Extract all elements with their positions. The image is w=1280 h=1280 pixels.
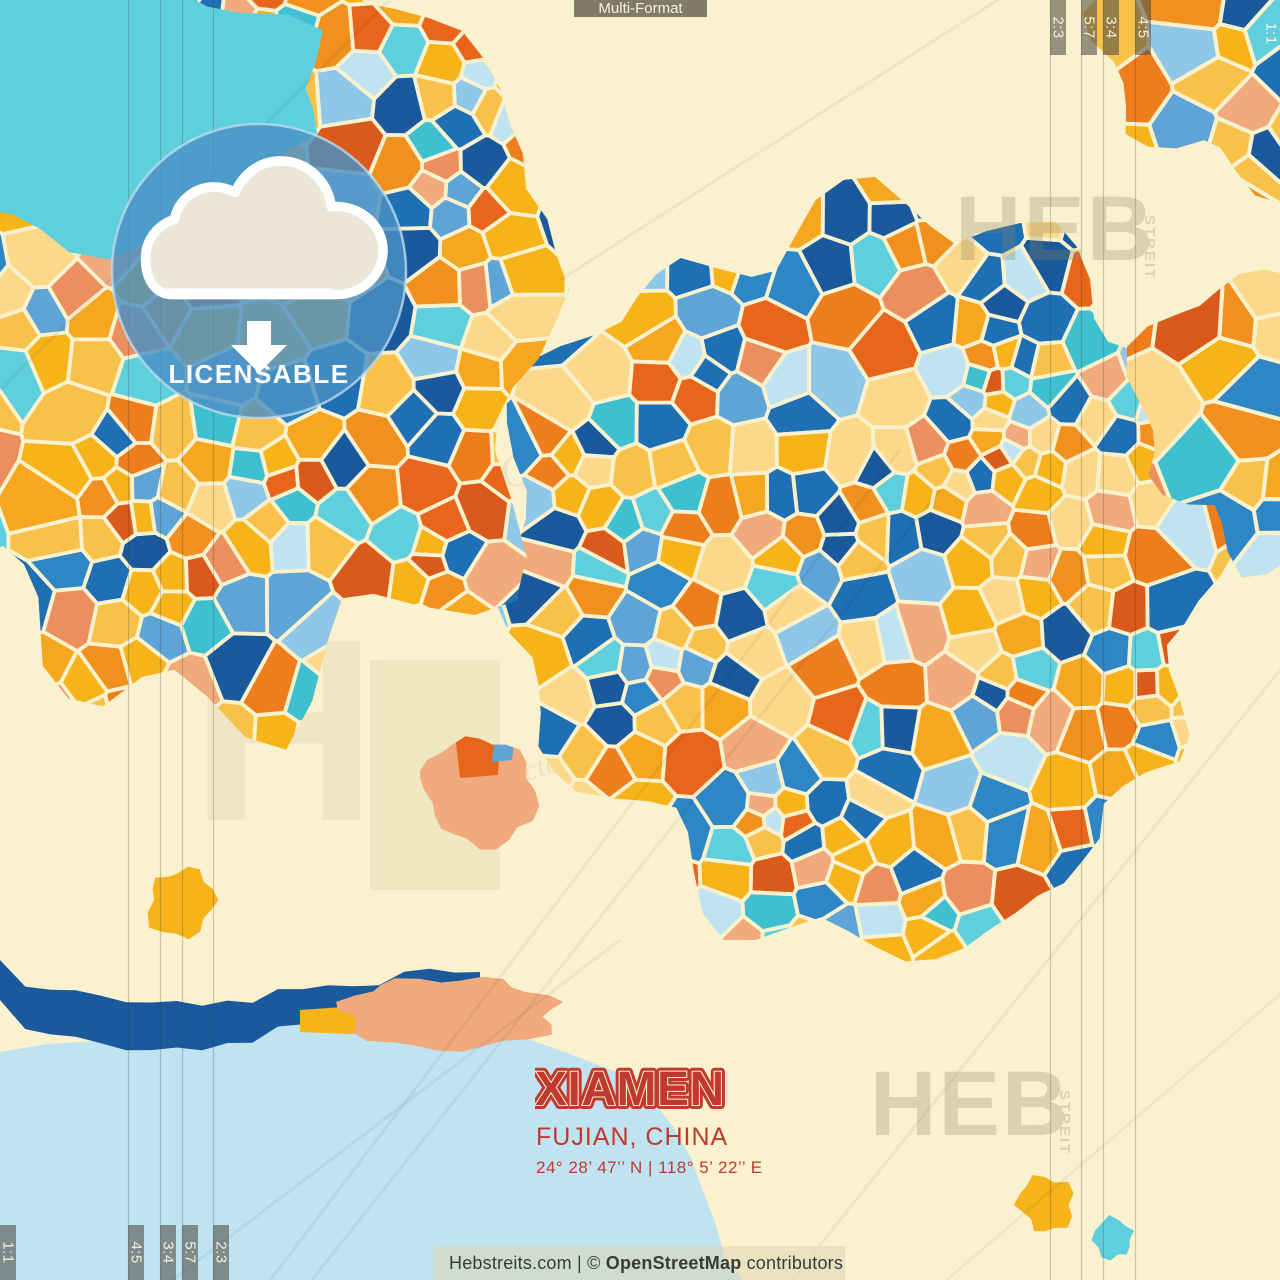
svg-text:FUJIAN, CHINA: FUJIAN, CHINA bbox=[536, 1123, 728, 1151]
svg-text:24° 28’ 47’’ N | 118° 5’: 24° 28’ 47’’ N | 118° 5’ 22’’ E bbox=[536, 1158, 763, 1177]
svg-text:HEB: HEB bbox=[955, 178, 1155, 280]
svg-text:XIAMEN: XIAMEN bbox=[535, 1063, 725, 1116]
svg-text:STREIT: STREIT bbox=[1141, 215, 1158, 280]
svg-text:STREIT: STREIT bbox=[1056, 1090, 1073, 1155]
svg-text:LICENSABLE: LICENSABLE bbox=[168, 359, 349, 389]
